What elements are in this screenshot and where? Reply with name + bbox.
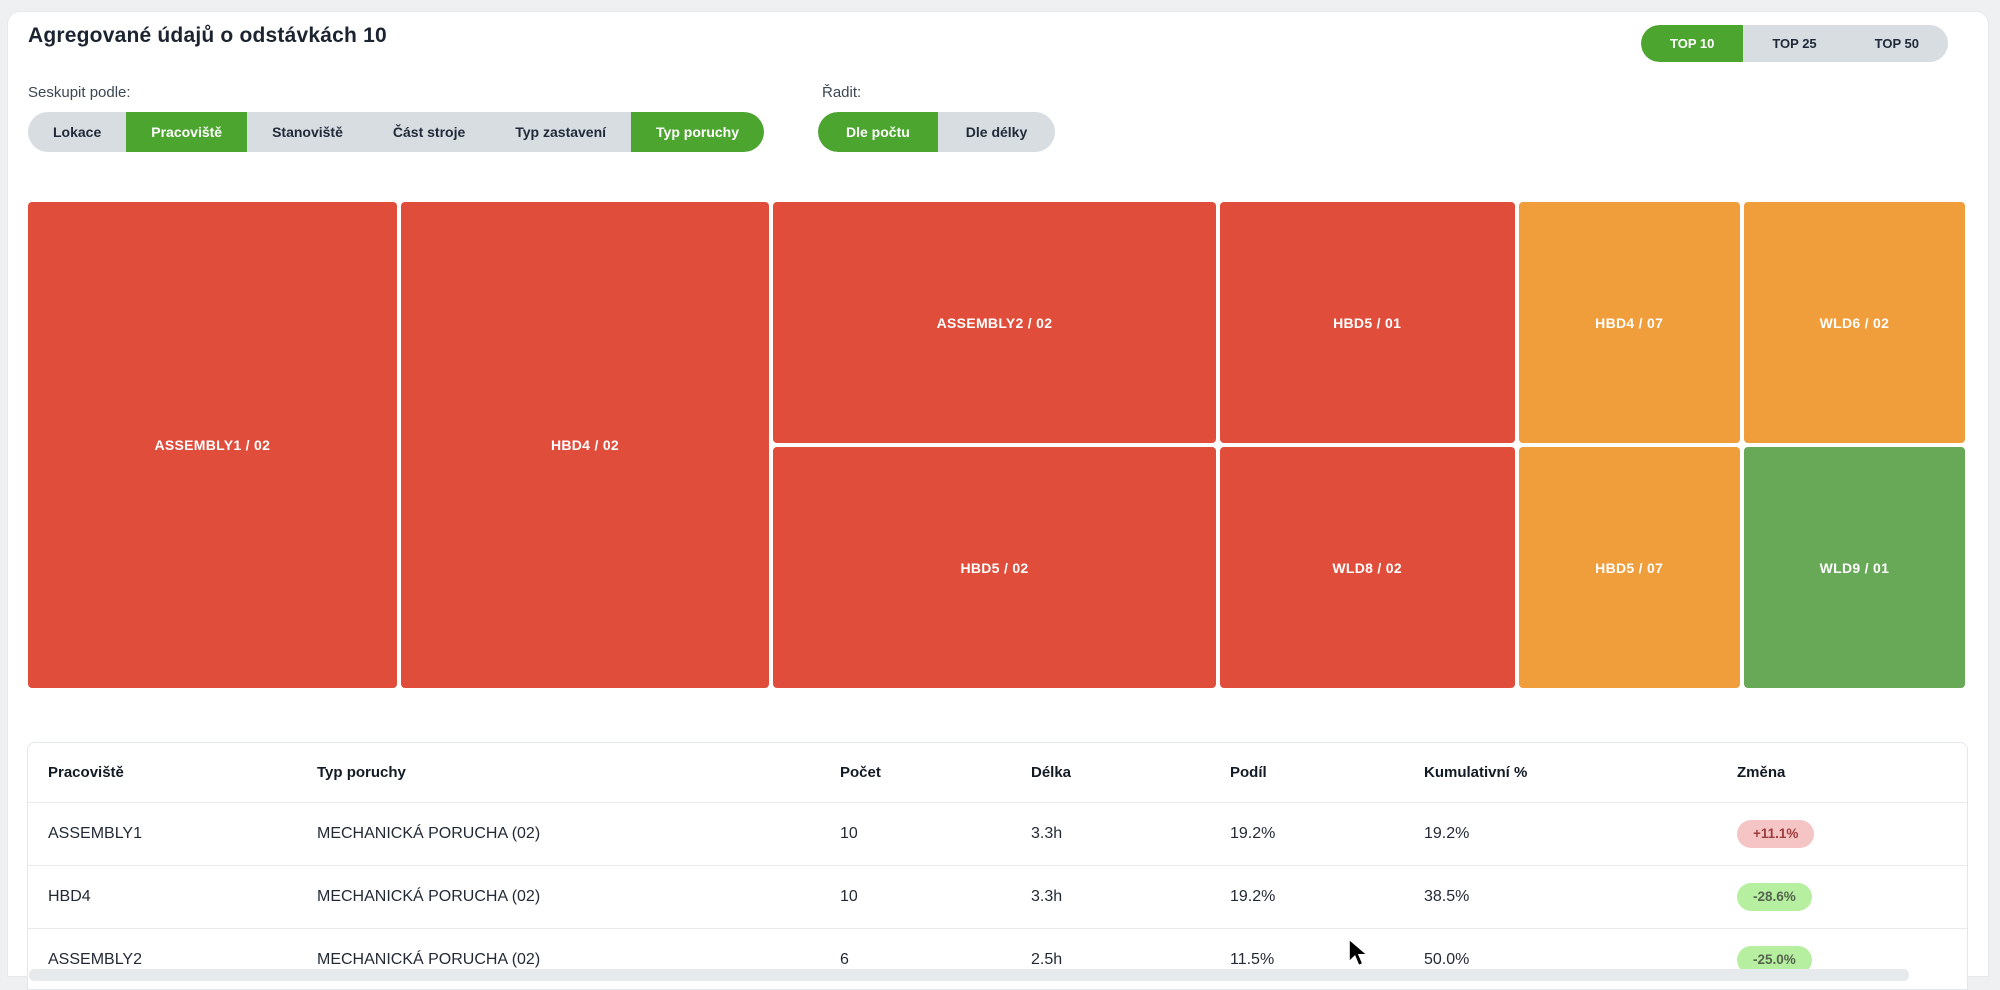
treemap-tile-assembly1-02[interactable]: ASSEMBLY1 / 02 (28, 202, 397, 688)
treemap-tile-hbd4-02[interactable]: HBD4 / 02 (400, 202, 770, 688)
group-by-button-lokace[interactable]: Lokace (28, 112, 126, 152)
cell-podil: 11.5% (1230, 951, 1275, 968)
cell-pracoviste: ASSEMBLY1 (48, 825, 142, 842)
sort-button-dle-poctu[interactable]: Dle počtu (818, 112, 938, 152)
column-header-delka: Délka (1031, 764, 1072, 781)
cell-pracoviste: HBD4 (48, 888, 91, 905)
treemap-tile-hbd5-02[interactable]: HBD5 / 02 (773, 447, 1216, 688)
sort-button-dle-delky[interactable]: Dle délky (938, 112, 1055, 152)
treemap-tile-hbd5-01[interactable]: HBD5 / 01 (1219, 202, 1515, 443)
table-row-hbd4: HBD4 MECHANICKÁ PORUCHA (02) 10 3.3h 19.2% 38… (28, 865, 1967, 928)
treemap-tile-wld8-02[interactable]: WLD8 / 02 (1219, 447, 1515, 688)
top-n-button-top-10[interactable]: TOP 10 (1641, 25, 1744, 62)
column-header-pracoviste: Pracoviště (48, 764, 124, 781)
group-by-segmented-control: Lokace Pracoviště Stanoviště Část stroje Typ… (28, 112, 764, 152)
table-row-assembly2: ASSEMBLY2 MECHANICKÁ PORUCHA (02) 6 2.5h 11.… (28, 928, 1967, 989)
table-row-assembly1: ASSEMBLY1 MECHANICKÁ PORUCHA (02) 10 3.3h 19… (28, 802, 1967, 865)
dashboard-card: Agregované údajů o odstávkách 10 TOP 10 T… (8, 12, 1988, 990)
sort-segmented-control: Dle počtu Dle délky (818, 112, 1056, 152)
cell-pocet: 10 (840, 825, 858, 842)
column-header-typ-poruchy: Typ poruchy (317, 764, 406, 781)
sort-label: Řadit: (822, 84, 862, 101)
cell-delka: 2.5h (1031, 951, 1063, 968)
cell-typ-poruchy: MECHANICKÁ PORUCHA (02) (317, 951, 541, 968)
treemap-tile-hbd4-07[interactable]: HBD4 / 07 (1518, 202, 1740, 443)
column-header-kumulativni: Kumulativní % (1424, 764, 1528, 781)
treemap-tile-wld6-02[interactable]: WLD6 / 02 (1743, 202, 1965, 443)
data-table-card: Pracoviště Typ poruchy Počet Délka Podíl Kumu… (27, 742, 1968, 990)
cell-delka: 3.3h (1031, 888, 1063, 905)
cell-pracoviste: ASSEMBLY2 (48, 951, 142, 968)
table-header-row: Pracoviště Typ poruchy Počet Délka Podíl Kumu… (28, 743, 1967, 802)
top-n-button-top-25[interactable]: TOP 25 (1743, 25, 1845, 62)
cell-kumulativni: 19.2% (1424, 825, 1470, 842)
treemap-tile-hbd5-07[interactable]: HBD5 / 07 (1518, 447, 1740, 688)
group-by-button-cast-stroje[interactable]: Část stroje (368, 112, 490, 152)
group-by-button-pracoviste[interactable]: Pracoviště (126, 112, 248, 152)
cell-zmena: +11.1% (1737, 819, 1967, 849)
cell-podil: 19.2% (1230, 888, 1276, 905)
cell-zmena: -28.6% (1737, 882, 1967, 912)
cell-kumulativni: 38.5% (1424, 888, 1470, 905)
treemap-tile-wld9-01[interactable]: WLD9 / 01 (1743, 447, 1965, 688)
group-by-label: Seskupit podle: (28, 84, 131, 101)
change-badge: -28.6% (1737, 882, 1812, 912)
group-by-button-typ-zastaveni[interactable]: Typ zastavení (490, 112, 631, 152)
bottom-scroll-band[interactable] (29, 969, 1909, 981)
group-by-button-stanoviste[interactable]: Stanoviště (247, 112, 368, 152)
table-body: ASSEMBLY1 MECHANICKÁ PORUCHA (02) 10 3.3h 19… (28, 802, 1967, 989)
treemap-tile-assembly2-02[interactable]: ASSEMBLY2 / 02 (773, 202, 1216, 443)
cell-kumulativni: 50.0% (1424, 951, 1470, 968)
change-badge: +11.1% (1737, 819, 1815, 849)
treemap-chart: ASSEMBLY1 / 02 HBD4 / 02 ASSEMBLY2 / 02 HBD… (28, 202, 1965, 688)
cell-typ-poruchy: MECHANICKÁ PORUCHA (02) (317, 825, 541, 842)
cell-pocet: 10 (840, 888, 858, 905)
cell-typ-poruchy: MECHANICKÁ PORUCHA (02) (317, 888, 541, 905)
cell-podil: 19.2% (1230, 825, 1276, 842)
cell-delka: 3.3h (1031, 825, 1063, 842)
cell-pocet: 6 (840, 951, 849, 968)
top-n-button-top-50[interactable]: TOP 50 (1846, 25, 1948, 62)
page-title: Agregované údajů o odstávkách 10 (28, 24, 387, 47)
column-header-zmena: Změna (1737, 764, 1786, 781)
top-n-segmented-control: TOP 10 TOP 25 TOP 50 (1641, 25, 1948, 62)
column-header-podil: Podíl (1230, 764, 1267, 781)
column-header-pocet: Počet (840, 764, 881, 781)
group-by-button-typ-poruchy[interactable]: Typ poruchy (631, 112, 764, 152)
